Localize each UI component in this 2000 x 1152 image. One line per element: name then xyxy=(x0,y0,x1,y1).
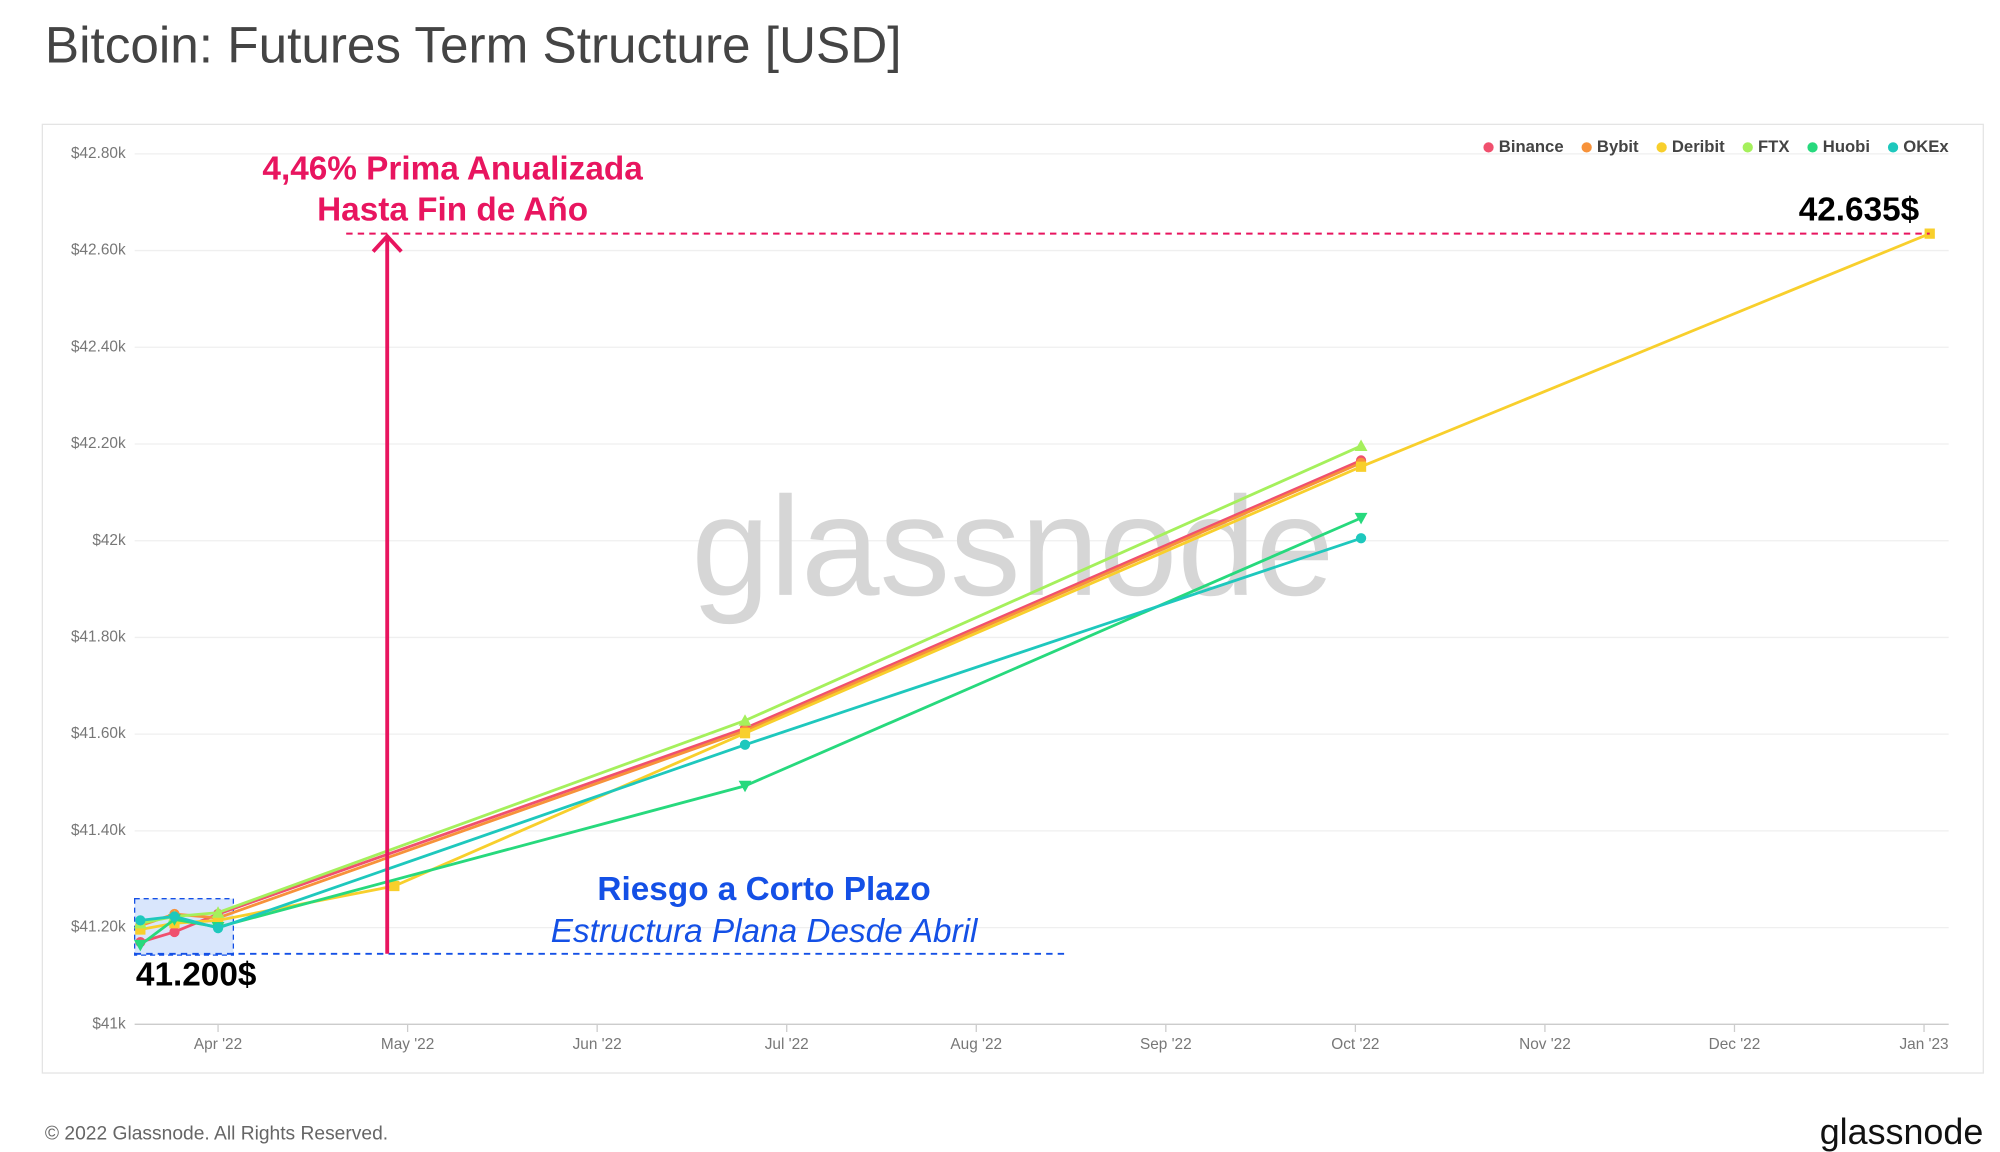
y-tick-label: $42.60k xyxy=(71,242,126,259)
y-tick-label: $41.20k xyxy=(71,919,126,936)
point xyxy=(135,924,146,935)
annotation: 42.635$ xyxy=(1799,191,1920,228)
point xyxy=(1354,439,1368,452)
point xyxy=(212,915,224,926)
series xyxy=(135,533,1367,934)
x-tick-label: Jan '23 xyxy=(1899,1036,1948,1053)
legend-marker xyxy=(1807,142,1818,153)
x-tick-label: Jul '22 xyxy=(765,1036,809,1053)
point xyxy=(135,915,146,926)
y-tick-label: $42.40k xyxy=(71,338,126,355)
legend-marker xyxy=(1483,142,1494,153)
point xyxy=(739,728,751,739)
annotations: 4,46% Prima Anualizada Hasta Fin de Año 42… xyxy=(134,150,1930,994)
legend-label: Huobi xyxy=(1823,137,1870,156)
point xyxy=(389,880,400,892)
x-tick-label: Oct '22 xyxy=(1331,1036,1379,1053)
grid: $41k $41.20k $41.40k $41.60k $41.80k $42k $42.… xyxy=(71,145,1949,1053)
x-tick-label: Jun '22 xyxy=(573,1036,622,1053)
point xyxy=(1355,533,1367,544)
point xyxy=(211,906,225,918)
point xyxy=(169,926,180,938)
chart-title: Bitcoin: Futures Term Structure [USD] xyxy=(45,16,902,73)
y-tick-label: $41k xyxy=(92,1015,126,1032)
x-tick-label: Dec '22 xyxy=(1709,1036,1761,1053)
legend-label: OKEx xyxy=(1903,137,1949,156)
point xyxy=(133,939,147,952)
point xyxy=(1354,512,1368,525)
annotation: Estructura Plana Desde Abril xyxy=(551,913,979,950)
y-tick-label: $42k xyxy=(92,532,126,549)
legend-marker xyxy=(1887,142,1899,153)
point xyxy=(212,922,224,934)
plot-frame xyxy=(41,123,1984,1074)
y-tick-label: $41.40k xyxy=(71,822,126,839)
point xyxy=(738,780,752,793)
y-tick-label: $42.20k xyxy=(71,435,126,452)
brand-logo: glassnode xyxy=(1820,1112,1984,1152)
copyright: © 2022 Glassnode. All Rights Reserved. xyxy=(45,1124,388,1145)
annotation: Hasta Fin de Año xyxy=(317,191,588,228)
legend: Binance Bybit Deribit FTX Huobi OKEx xyxy=(1483,137,1949,156)
legend-marker xyxy=(1656,142,1667,153)
premium-arrow-head xyxy=(371,233,403,253)
y-tick-label: $42.80k xyxy=(71,145,126,162)
point xyxy=(1355,461,1367,472)
legend-label: Binance xyxy=(1499,137,1564,156)
annotation: 41.200$ xyxy=(136,957,257,994)
legend-label: Deribit xyxy=(1672,137,1725,156)
legend-marker xyxy=(1742,142,1753,153)
y-tick-label: $41.80k xyxy=(71,628,126,645)
watermark: glassnode xyxy=(691,467,1334,625)
annotation: Riesgo a Corto Plazo xyxy=(597,871,930,908)
x-tick-label: Aug '22 xyxy=(950,1036,1002,1053)
point xyxy=(738,714,752,726)
legend-marker xyxy=(1581,142,1592,153)
x-tick-label: Nov '22 xyxy=(1519,1036,1571,1053)
y-tick-label: $41.60k xyxy=(71,725,126,742)
annotation: 4,46% Prima Anualizada xyxy=(262,150,643,187)
point xyxy=(739,739,751,750)
legend-label: Bybit xyxy=(1597,137,1639,156)
x-tick-label: May '22 xyxy=(381,1036,434,1053)
x-tick-label: Sep '22 xyxy=(1140,1036,1192,1053)
x-tick-label: Apr '22 xyxy=(194,1036,242,1053)
legend-label: FTX xyxy=(1758,137,1789,156)
point xyxy=(169,911,180,922)
series-group xyxy=(133,228,1935,952)
